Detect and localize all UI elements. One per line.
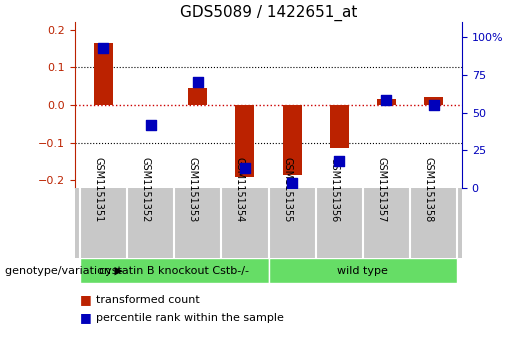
Point xyxy=(146,122,154,127)
Text: GSM1151355: GSM1151355 xyxy=(282,158,292,223)
Bar xyxy=(377,99,396,105)
Bar xyxy=(330,105,349,148)
Text: GSM1151353: GSM1151353 xyxy=(187,158,198,223)
Text: GSM1151357: GSM1151357 xyxy=(376,158,386,223)
Bar xyxy=(235,105,254,177)
Text: cystatin B knockout Cstb-/-: cystatin B knockout Cstb-/- xyxy=(99,265,249,276)
Bar xyxy=(188,88,207,105)
Point xyxy=(430,102,438,108)
Point xyxy=(194,79,202,85)
Text: transformed count: transformed count xyxy=(96,295,199,305)
Text: GSM1151358: GSM1151358 xyxy=(424,158,434,223)
Bar xyxy=(283,105,302,175)
Point xyxy=(241,166,249,171)
Bar xyxy=(424,97,443,105)
Bar xyxy=(268,258,457,283)
Text: ■: ■ xyxy=(80,311,92,325)
Text: genotype/variation ▶: genotype/variation ▶ xyxy=(5,265,123,276)
Bar xyxy=(80,258,268,283)
Point xyxy=(288,180,296,186)
Title: GDS5089 / 1422651_at: GDS5089 / 1422651_at xyxy=(180,4,357,21)
Text: wild type: wild type xyxy=(337,265,388,276)
Text: percentile rank within the sample: percentile rank within the sample xyxy=(96,313,283,323)
Point xyxy=(99,45,108,50)
Point xyxy=(382,98,390,103)
Bar xyxy=(94,43,113,105)
Text: GSM1151354: GSM1151354 xyxy=(235,158,245,223)
Point xyxy=(335,158,344,164)
Text: ■: ■ xyxy=(80,294,92,306)
Text: GSM1151352: GSM1151352 xyxy=(141,158,150,223)
Text: GSM1151351: GSM1151351 xyxy=(93,158,104,223)
Text: GSM1151356: GSM1151356 xyxy=(329,158,339,223)
